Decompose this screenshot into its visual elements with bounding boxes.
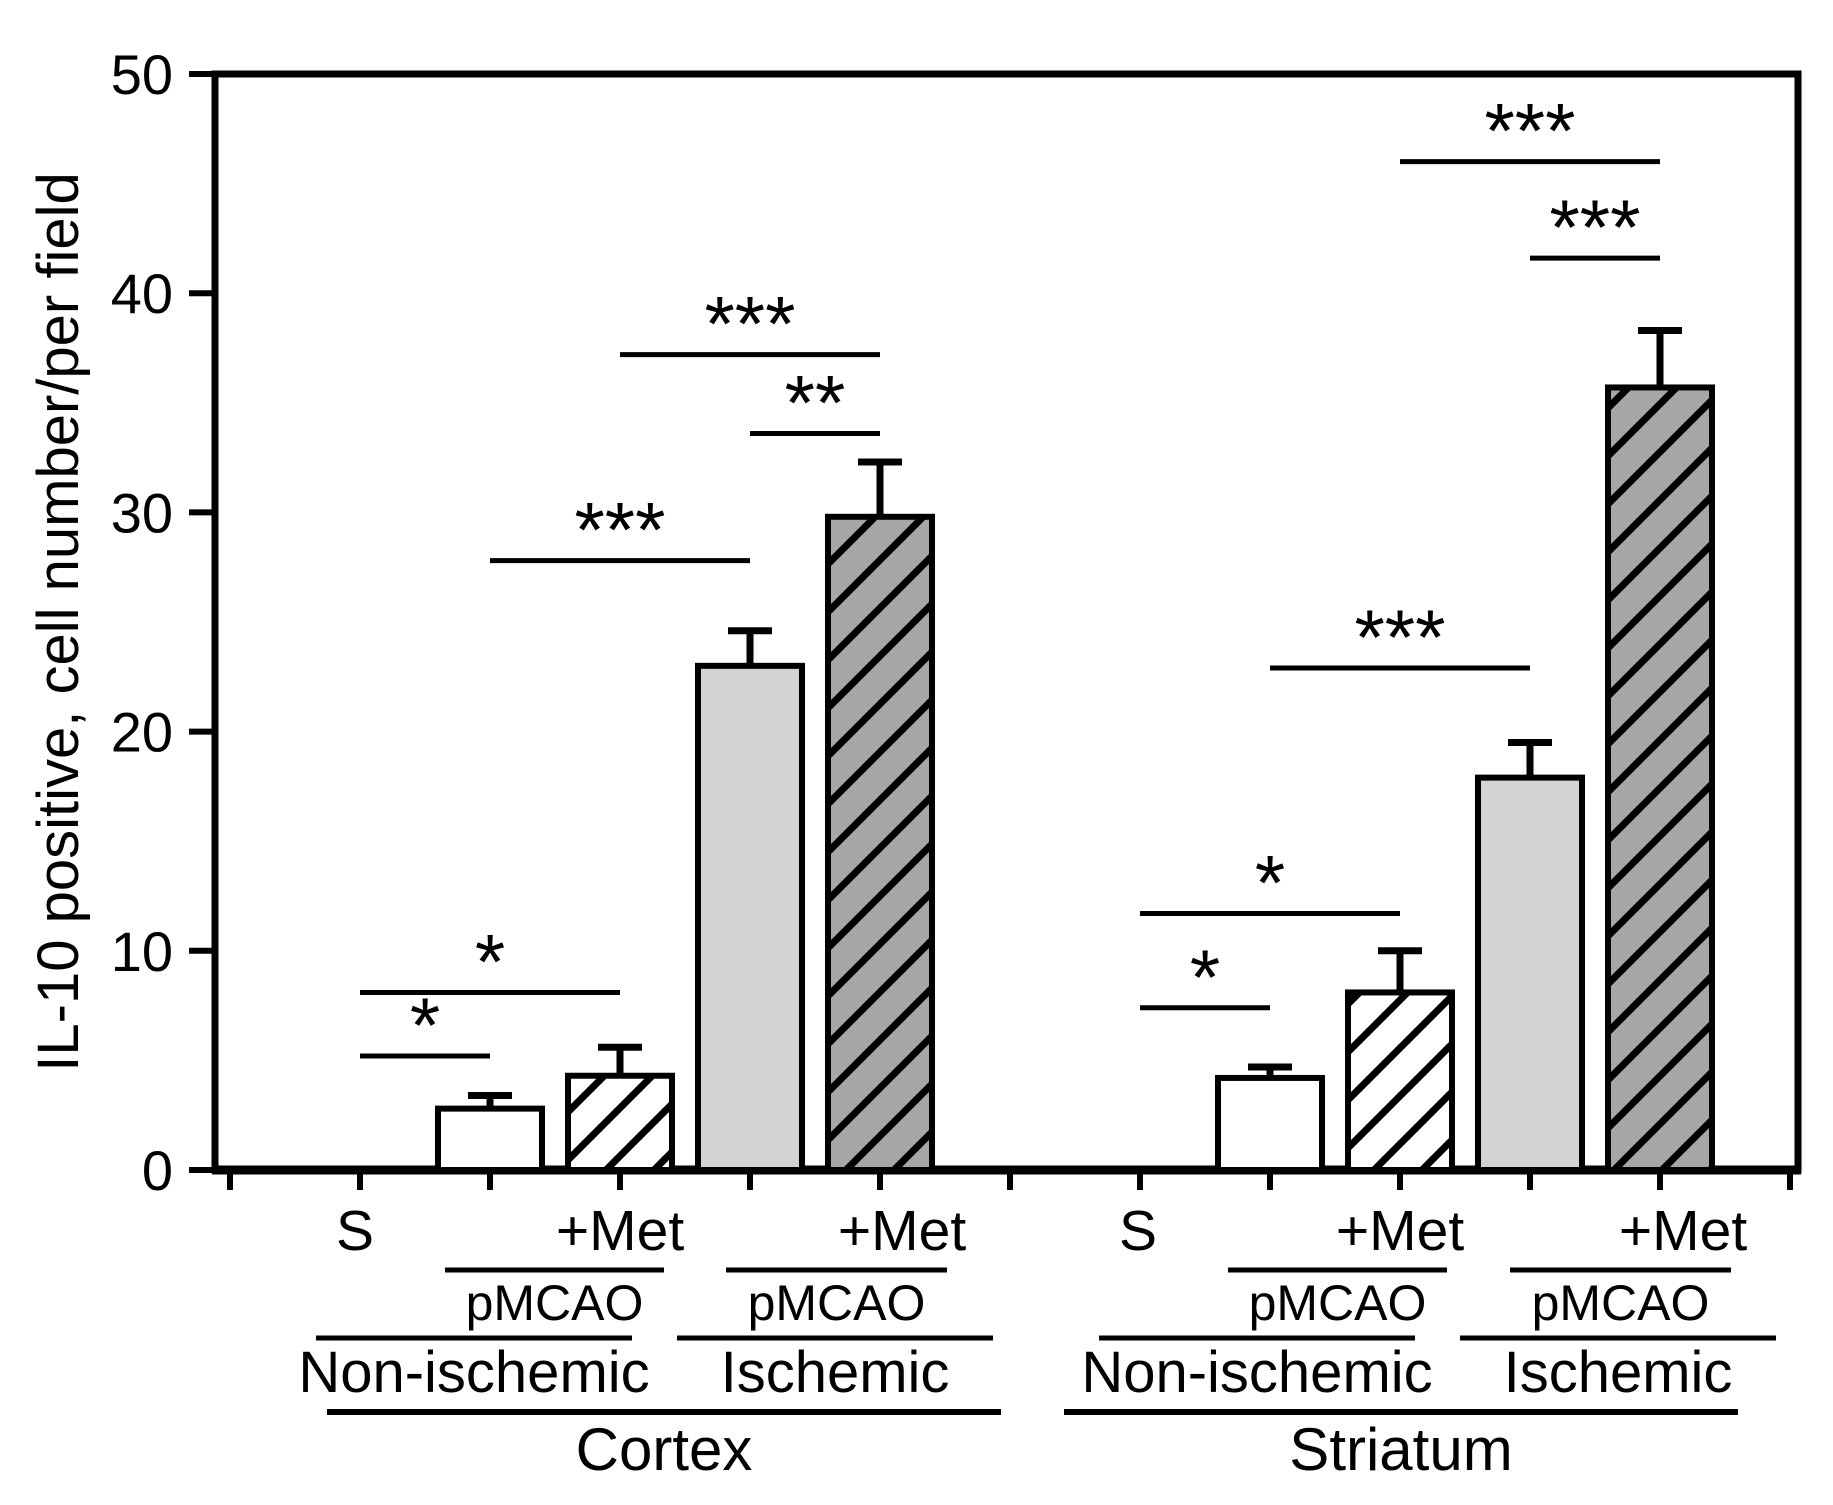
x-tick-label: S	[1119, 1199, 1157, 1263]
bar-hatch	[1348, 992, 1452, 1170]
y-tick-label: 40	[111, 262, 173, 325]
significance-stars: **	[785, 358, 846, 446]
condition-group-label: Ischemic	[721, 1340, 950, 1405]
bar-outline	[695, 662, 805, 1174]
condition-group-label: Non-ischemic	[1081, 1340, 1432, 1405]
bar-fill	[1478, 777, 1582, 1170]
region-group-label: Striatum	[1289, 1416, 1512, 1483]
bar-outline	[1345, 989, 1455, 1173]
bar-outline	[1475, 774, 1585, 1174]
y-tick-label: 20	[111, 701, 173, 764]
y-tick-label: 30	[111, 481, 173, 544]
bar-fill	[1218, 1077, 1322, 1170]
y-tick-label: 50	[111, 43, 173, 106]
y-axis-title: IL-10 positive, cell number/per field	[26, 172, 91, 1071]
x-tick-label: +Met	[838, 1199, 966, 1263]
pmcao-group-label: pMCAO	[1532, 1275, 1710, 1331]
bar-outline	[1215, 1074, 1325, 1174]
x-tick-label: +Met	[556, 1199, 684, 1263]
bar-hatch	[828, 516, 932, 1170]
significance-stars: *	[1255, 839, 1285, 927]
bar-hatch	[1608, 387, 1712, 1170]
significance-stars: *	[1190, 933, 1220, 1021]
bar-outline	[1605, 384, 1715, 1173]
condition-group-label: Ischemic	[1504, 1340, 1733, 1405]
significance-stars: ***	[1484, 87, 1575, 175]
x-tick-label: S	[336, 1199, 374, 1263]
y-tick-label: 0	[142, 1139, 173, 1202]
bar-outline	[435, 1105, 545, 1174]
pmcao-group-label: pMCAO	[1249, 1275, 1427, 1331]
x-tick-label: +Met	[1336, 1199, 1464, 1263]
bar-outline	[565, 1072, 675, 1174]
significance-stars: ***	[574, 486, 665, 574]
x-tick-label: +Met	[1619, 1199, 1747, 1263]
y-tick-label: 10	[111, 920, 173, 983]
condition-group-label: Non-ischemic	[298, 1340, 649, 1405]
significance-stars: ***	[704, 280, 795, 368]
significance-stars: ***	[1549, 183, 1640, 271]
bar-hatch	[568, 1075, 672, 1170]
significance-stars: *	[475, 917, 505, 1005]
pmcao-group-label: pMCAO	[748, 1275, 926, 1331]
bar-fill	[698, 665, 802, 1170]
significance-stars: *	[410, 981, 440, 1069]
pmcao-group-label: pMCAO	[466, 1275, 644, 1331]
significance-stars: ***	[1354, 593, 1445, 681]
region-group-label: Cortex	[576, 1416, 753, 1483]
bar-fill	[438, 1108, 542, 1170]
bar-outline	[825, 513, 935, 1173]
